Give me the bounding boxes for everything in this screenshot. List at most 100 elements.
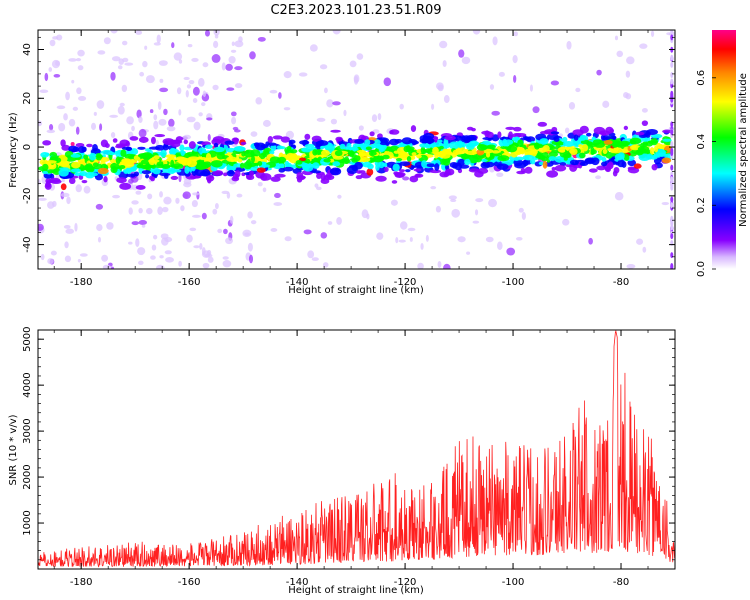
spectrogram-speck xyxy=(202,90,207,98)
spectrogram-speck xyxy=(64,241,69,249)
spectrogram-cell xyxy=(188,141,196,149)
spectrogram-cell xyxy=(110,166,118,174)
spectrogram-cells xyxy=(38,30,675,269)
spectrogram-speck xyxy=(226,87,235,91)
spectrogram-cell xyxy=(267,135,273,144)
spectrogram-speck xyxy=(138,260,144,266)
spectrogram-cell xyxy=(226,156,238,162)
spectrogram-speck xyxy=(119,102,125,107)
spectrogram-speck xyxy=(320,232,328,239)
spectrogram-speck xyxy=(417,262,424,269)
spectrogram-cell xyxy=(144,148,152,152)
spectrogram-speck xyxy=(189,227,197,232)
spectrogram-speck xyxy=(141,224,146,228)
spectrogram-cell xyxy=(468,140,479,147)
spectrogram-cell xyxy=(83,154,89,160)
spectrogram-speck xyxy=(458,49,465,58)
spectrogram-cell xyxy=(439,145,444,150)
spectrogram-cell xyxy=(457,140,463,148)
spectrogram-cell xyxy=(354,161,363,170)
spectrogram-cell xyxy=(422,132,435,140)
spectrogram-speck xyxy=(64,255,72,263)
spectrogram-cell xyxy=(641,120,649,127)
spectrogram-x-label: Height of straight line (km) xyxy=(288,285,424,296)
spectrogram-speck xyxy=(161,206,169,213)
spectrogram-cell xyxy=(539,138,549,145)
spectrogram-speck xyxy=(101,254,109,262)
spectrogram-cell xyxy=(497,155,510,162)
spectrogram-speck xyxy=(191,57,199,63)
spectrogram-speck xyxy=(153,114,158,121)
spectrogram-speck xyxy=(650,30,655,37)
spectrogram-speck xyxy=(158,60,168,66)
spectrogram-cell xyxy=(579,125,589,134)
spectrogram-cell xyxy=(654,145,659,153)
spectrogram-speck xyxy=(262,187,267,193)
spectrogram-cell xyxy=(535,155,546,159)
spectrogram-cell xyxy=(392,163,400,172)
spectrogram-speck xyxy=(131,221,139,226)
spectrogram-speck xyxy=(390,199,398,206)
spectrogram-cell xyxy=(40,152,50,158)
spectrogram-y-ticks: -40 -20 0 20 40 xyxy=(22,36,675,270)
spectrogram-cell xyxy=(365,146,372,151)
spectrogram-speck xyxy=(71,79,75,84)
colorbar-tick-label: 0.0 xyxy=(696,261,707,277)
snr-x-ticks: -180 -160 -140 -120 -100 -80 xyxy=(53,330,676,588)
spectrogram-cell xyxy=(145,162,150,170)
spectrogram-speck xyxy=(158,118,167,126)
spectrogram-cell xyxy=(477,168,489,174)
spectrogram-cell xyxy=(119,164,126,170)
spectrogram-speck xyxy=(135,190,142,195)
spectrogram-cell xyxy=(133,171,139,177)
spectrogram-cell xyxy=(637,145,650,152)
spectrogram-cell xyxy=(553,137,560,142)
spectrogram-speck xyxy=(109,114,119,118)
spectrogram-speck xyxy=(204,30,210,37)
spectrogram-cell xyxy=(254,142,266,151)
spectrogram-speck xyxy=(222,256,229,260)
snr-y-tick-label: 4000 xyxy=(22,372,33,397)
spectrogram-speck xyxy=(451,208,461,218)
spectrogram-speck xyxy=(191,199,198,208)
spectrogram-x-tick-label: -180 xyxy=(70,277,93,288)
spectrogram-cell xyxy=(619,140,631,146)
spectrogram-cell xyxy=(443,140,449,148)
spectrogram-speck xyxy=(175,197,180,204)
spectrogram-speck xyxy=(159,255,164,259)
spectrogram-speck xyxy=(564,127,570,134)
spectrogram-speck xyxy=(138,220,147,226)
spectrogram-speck xyxy=(257,36,266,42)
spectrogram-speck xyxy=(274,192,281,199)
spectrogram-cell xyxy=(231,176,240,182)
spectrogram-cell xyxy=(312,149,318,156)
spectrogram-speck xyxy=(207,256,214,263)
spectrogram-cell xyxy=(137,152,150,159)
spectrogram-cell xyxy=(355,175,363,180)
spectrogram-speck xyxy=(188,80,195,85)
spectrogram-cell xyxy=(194,168,206,177)
snr-x-tick-label: -160 xyxy=(178,577,201,588)
spectrogram-speck xyxy=(199,243,203,250)
spectrogram-speck xyxy=(135,238,140,247)
spectrogram-cell xyxy=(161,164,171,170)
spectrogram-cell xyxy=(138,136,149,143)
spectrogram-speck xyxy=(395,237,399,244)
spectrogram-speck xyxy=(68,58,77,62)
spectrogram-cell xyxy=(389,130,394,135)
spectrogram-speck xyxy=(49,39,56,47)
spectrogram-speck xyxy=(144,45,148,50)
spectrogram-speck xyxy=(173,52,183,61)
spectrogram-speck xyxy=(76,87,82,95)
spectrogram-cell xyxy=(468,168,480,173)
spectrogram-cell xyxy=(508,131,514,139)
spectrogram-speck xyxy=(230,49,237,53)
spectrogram-speck xyxy=(91,122,97,131)
spectrogram-cell xyxy=(116,177,127,184)
spectrogram-speck xyxy=(217,228,223,234)
spectrogram-speck xyxy=(343,109,347,117)
spectrogram-cell xyxy=(594,142,605,148)
spectrogram-cell xyxy=(121,146,132,151)
spectrogram-cell xyxy=(246,174,255,181)
spectrogram-speck xyxy=(126,116,134,125)
